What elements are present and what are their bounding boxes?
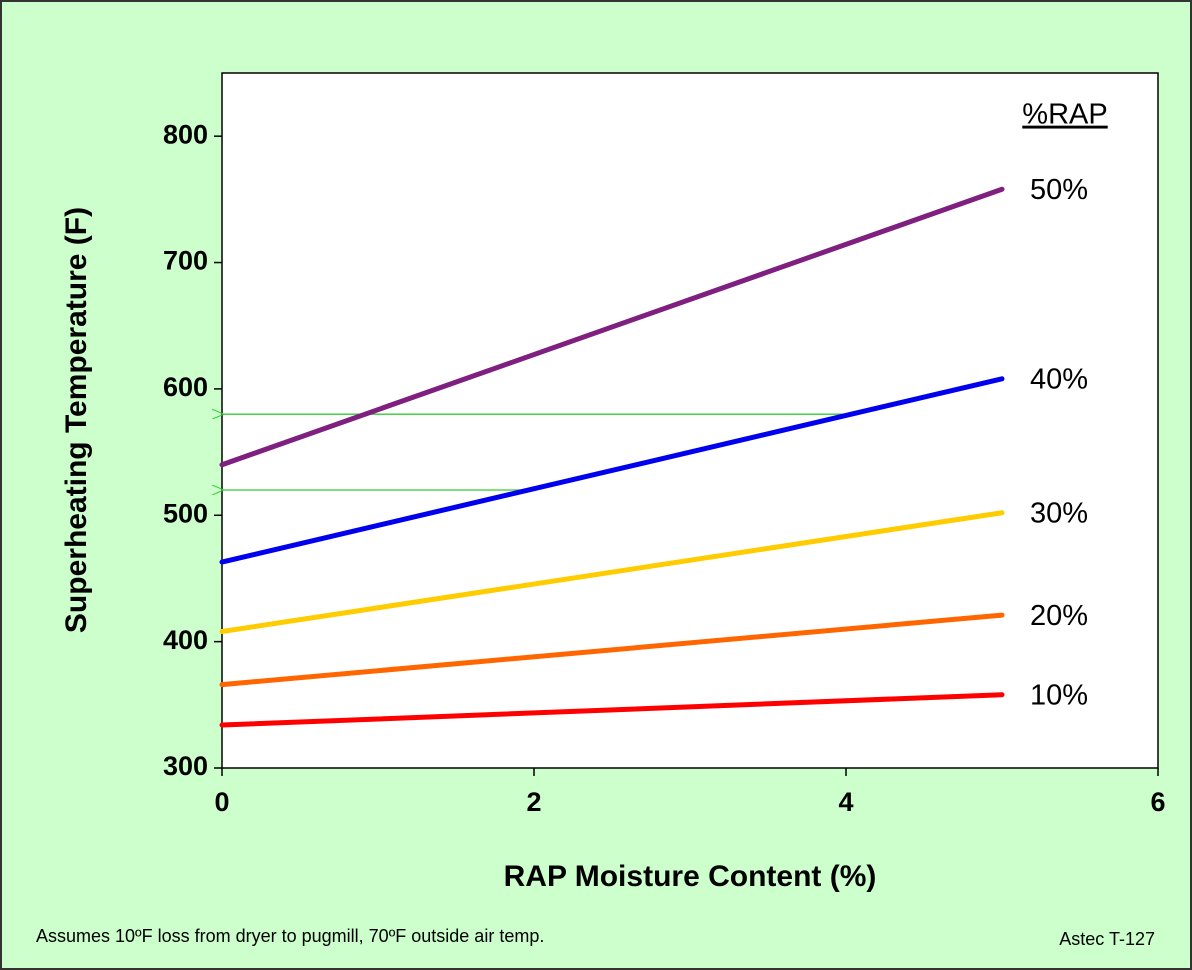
series-line (219, 376, 1005, 565)
y-tick-label: 400 (163, 625, 208, 655)
plot-area (221, 72, 1159, 769)
series-label: 40% (1030, 363, 1088, 395)
y-tick-label: 300 (163, 751, 208, 781)
series-line (219, 186, 1005, 468)
series-line (219, 692, 1005, 728)
x-tick-label: 6 (1150, 787, 1165, 817)
y-tick-label: 800 (163, 119, 208, 149)
y-tick-label: 500 (163, 498, 208, 528)
x-axis-label: RAP Moisture Content (%) (504, 860, 877, 893)
y-tick-label: 600 (163, 372, 208, 402)
series-line (219, 612, 1005, 688)
series-label: 20% (1030, 600, 1088, 632)
series-label: 10% (1030, 679, 1088, 711)
series-label: 30% (1030, 497, 1088, 529)
y-axis-label: Superheating Temperature (F) (60, 207, 93, 633)
y-tick-label: 700 (163, 246, 208, 276)
x-tick-label: 0 (214, 787, 229, 817)
x-tick-label: 2 (526, 787, 541, 817)
series-line (219, 510, 1005, 635)
source: Astec T-127 (1059, 929, 1155, 949)
footnote: Assumes 10ºF loss from dryer to pugmill,… (36, 926, 544, 946)
legend-title: %RAP (1022, 99, 1107, 131)
x-tick-label: 4 (838, 787, 853, 817)
series-label: 50% (1030, 174, 1088, 206)
